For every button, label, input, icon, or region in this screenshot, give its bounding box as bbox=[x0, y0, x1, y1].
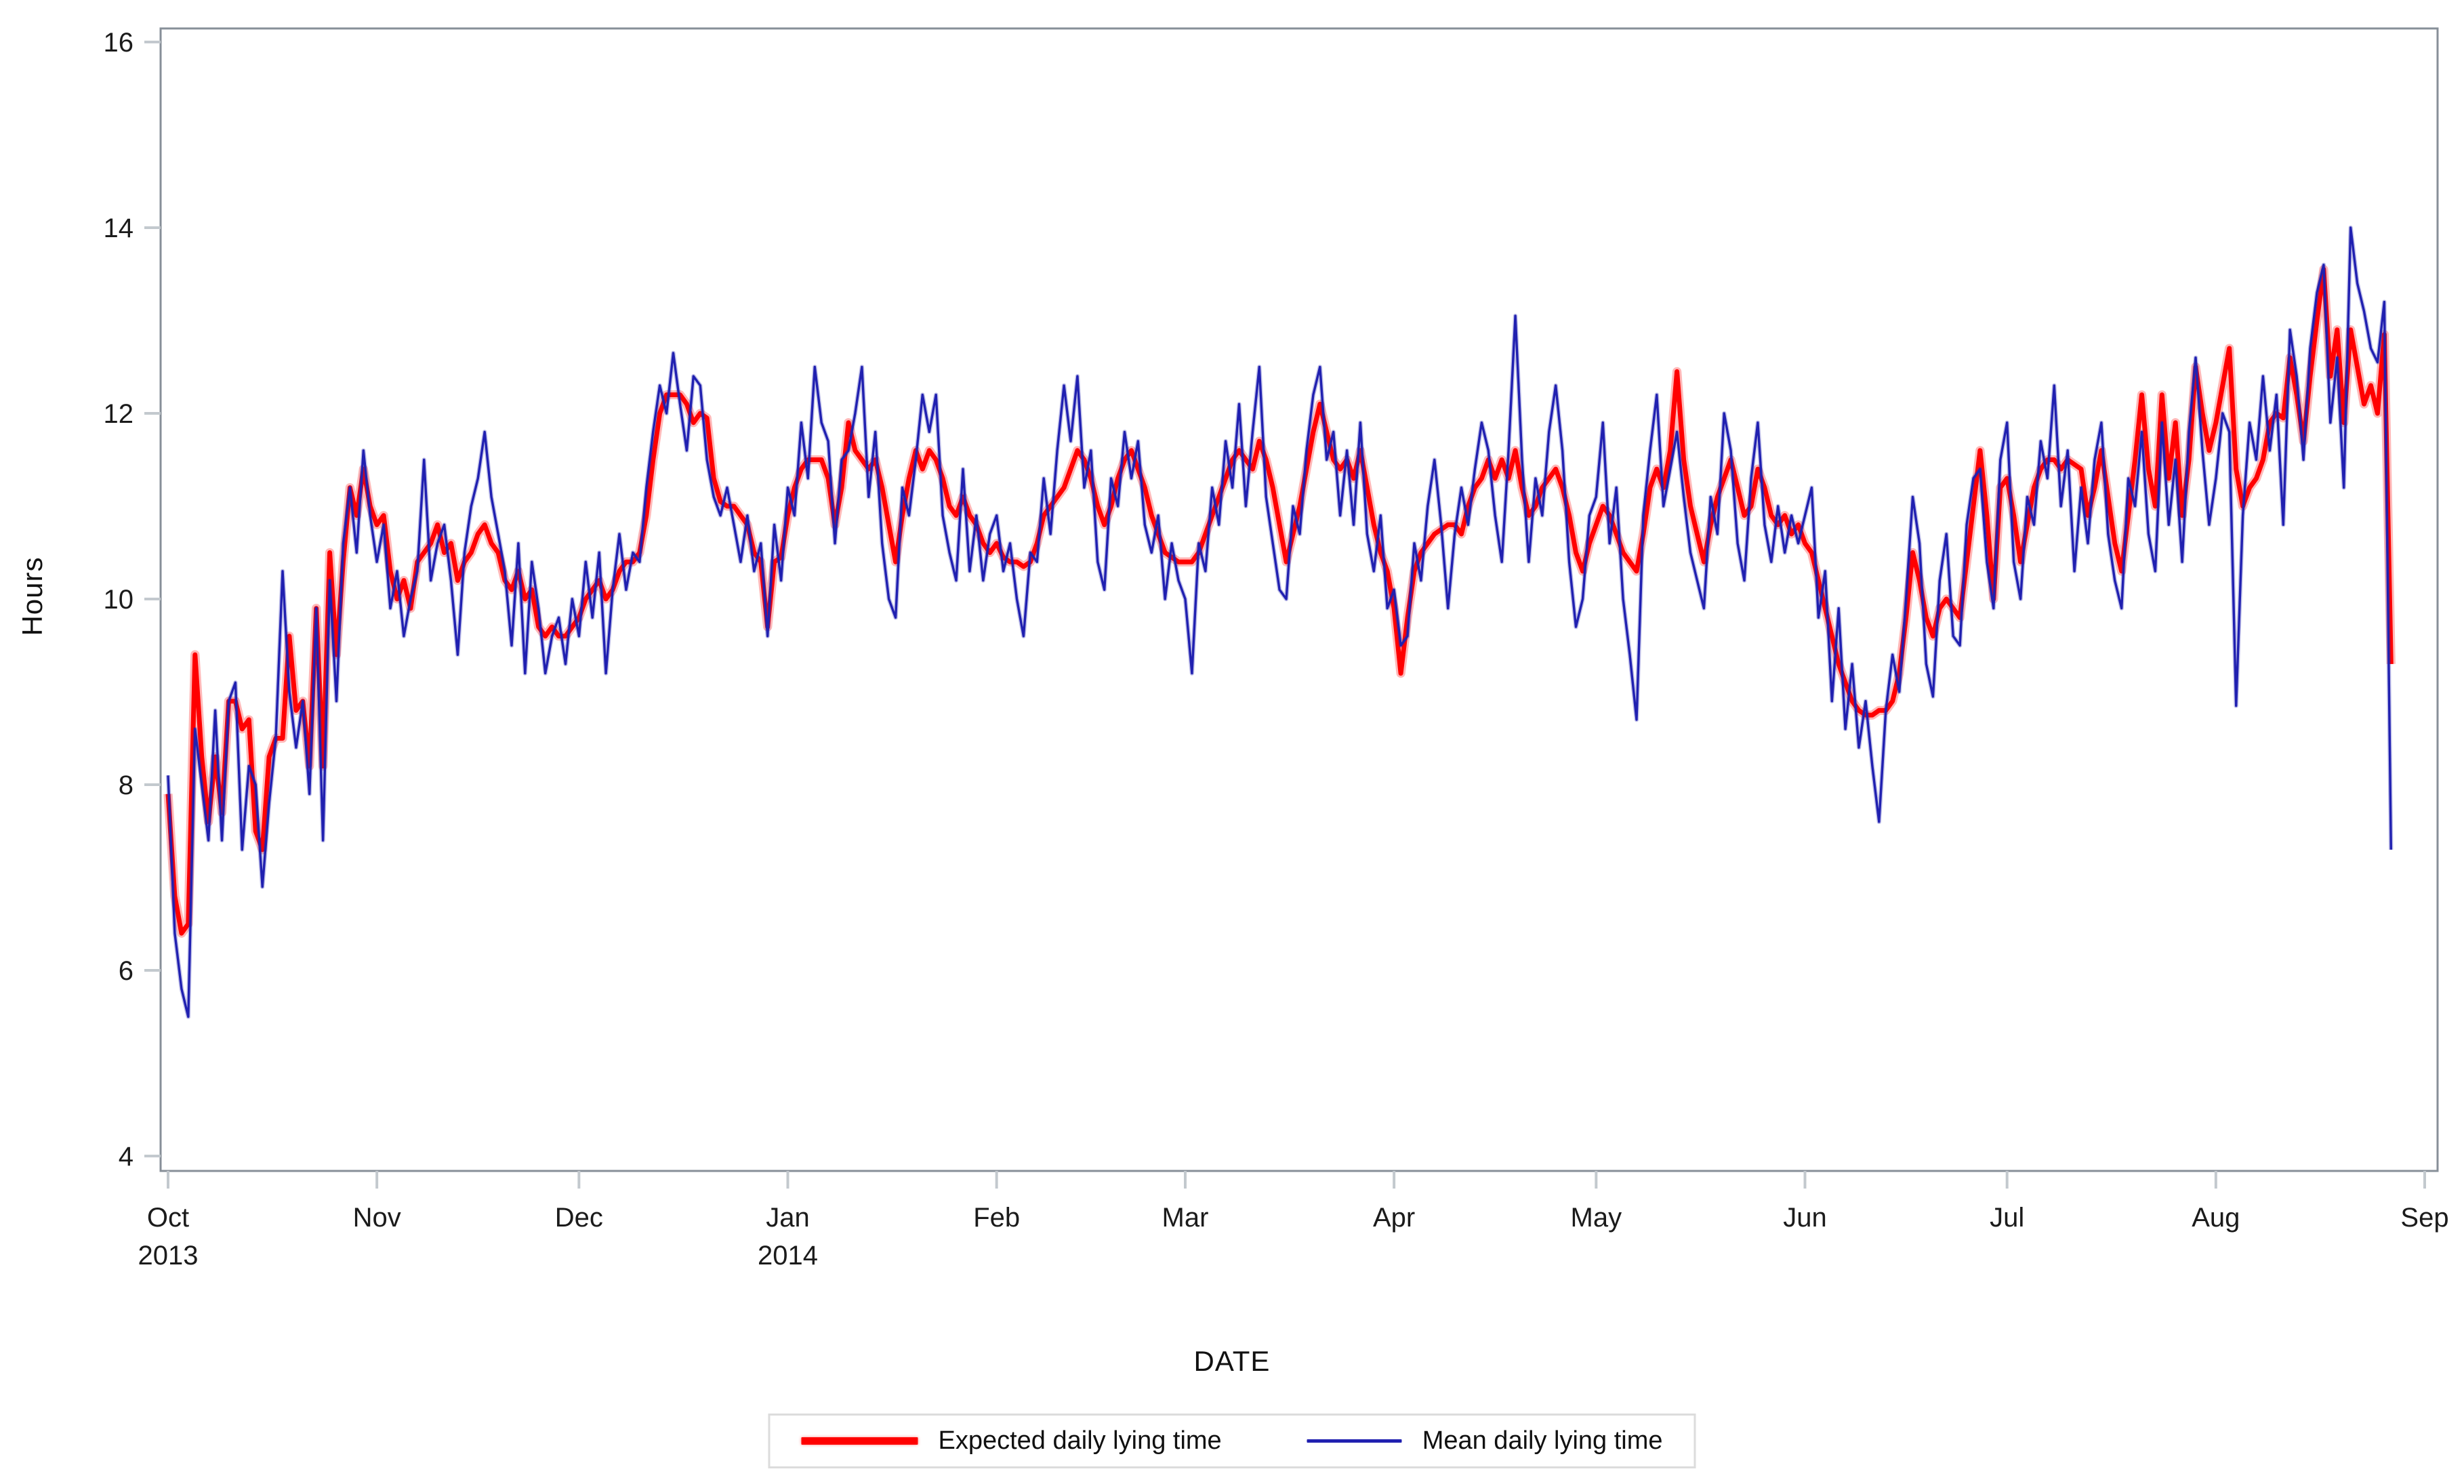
expected-line-swatch-icon bbox=[801, 1437, 918, 1445]
y-tick-label: 14 bbox=[104, 213, 134, 243]
x-tick-label: Apr bbox=[1373, 1203, 1415, 1233]
series-halo-0 bbox=[163, 264, 2396, 938]
x-axis-title: DATE bbox=[1193, 1345, 1271, 1377]
x-tick-year-label: 2014 bbox=[758, 1241, 818, 1271]
legend-label-mean: Mean daily lying time bbox=[1422, 1426, 1663, 1455]
plot-frame bbox=[159, 27, 2439, 1172]
x-tick-label: Oct bbox=[147, 1203, 189, 1233]
x-tick-label: Jun bbox=[1783, 1203, 1827, 1233]
series-line-0 bbox=[165, 267, 2394, 936]
x-tick-label: Sep bbox=[2400, 1203, 2448, 1233]
series-halo-1 bbox=[165, 225, 2394, 1019]
legend-item-expected: Expected daily lying time bbox=[801, 1426, 1222, 1456]
series-line-1 bbox=[167, 226, 2392, 1018]
x-tick-label: May bbox=[1571, 1203, 1622, 1233]
x-tick-label: Nov bbox=[353, 1203, 401, 1233]
x-tick-label: Jul bbox=[1990, 1203, 2024, 1233]
y-axis-title: Hours bbox=[16, 556, 48, 636]
x-tick-label: Dec bbox=[555, 1203, 603, 1233]
legend-label-expected: Expected daily lying time bbox=[938, 1426, 1222, 1455]
legend: Expected daily lying time Mean daily lyi… bbox=[768, 1414, 1696, 1468]
y-tick-label: 12 bbox=[104, 399, 134, 429]
x-tick-label: Feb bbox=[973, 1203, 1020, 1233]
x-tick-label: Aug bbox=[2192, 1203, 2240, 1233]
y-tick-label: 8 bbox=[119, 770, 134, 800]
y-tick-label: 16 bbox=[104, 28, 134, 58]
y-tick-label: 6 bbox=[119, 956, 134, 986]
y-tick-label: 4 bbox=[119, 1142, 134, 1172]
mean-line-swatch-icon bbox=[1307, 1439, 1402, 1443]
y-tick-label: 10 bbox=[104, 585, 134, 615]
x-tick-label: Jan bbox=[766, 1203, 810, 1233]
x-tick-year-label: 2013 bbox=[138, 1241, 199, 1271]
x-tick-label: Mar bbox=[1162, 1203, 1209, 1233]
legend-item-mean: Mean daily lying time bbox=[1307, 1426, 1663, 1456]
